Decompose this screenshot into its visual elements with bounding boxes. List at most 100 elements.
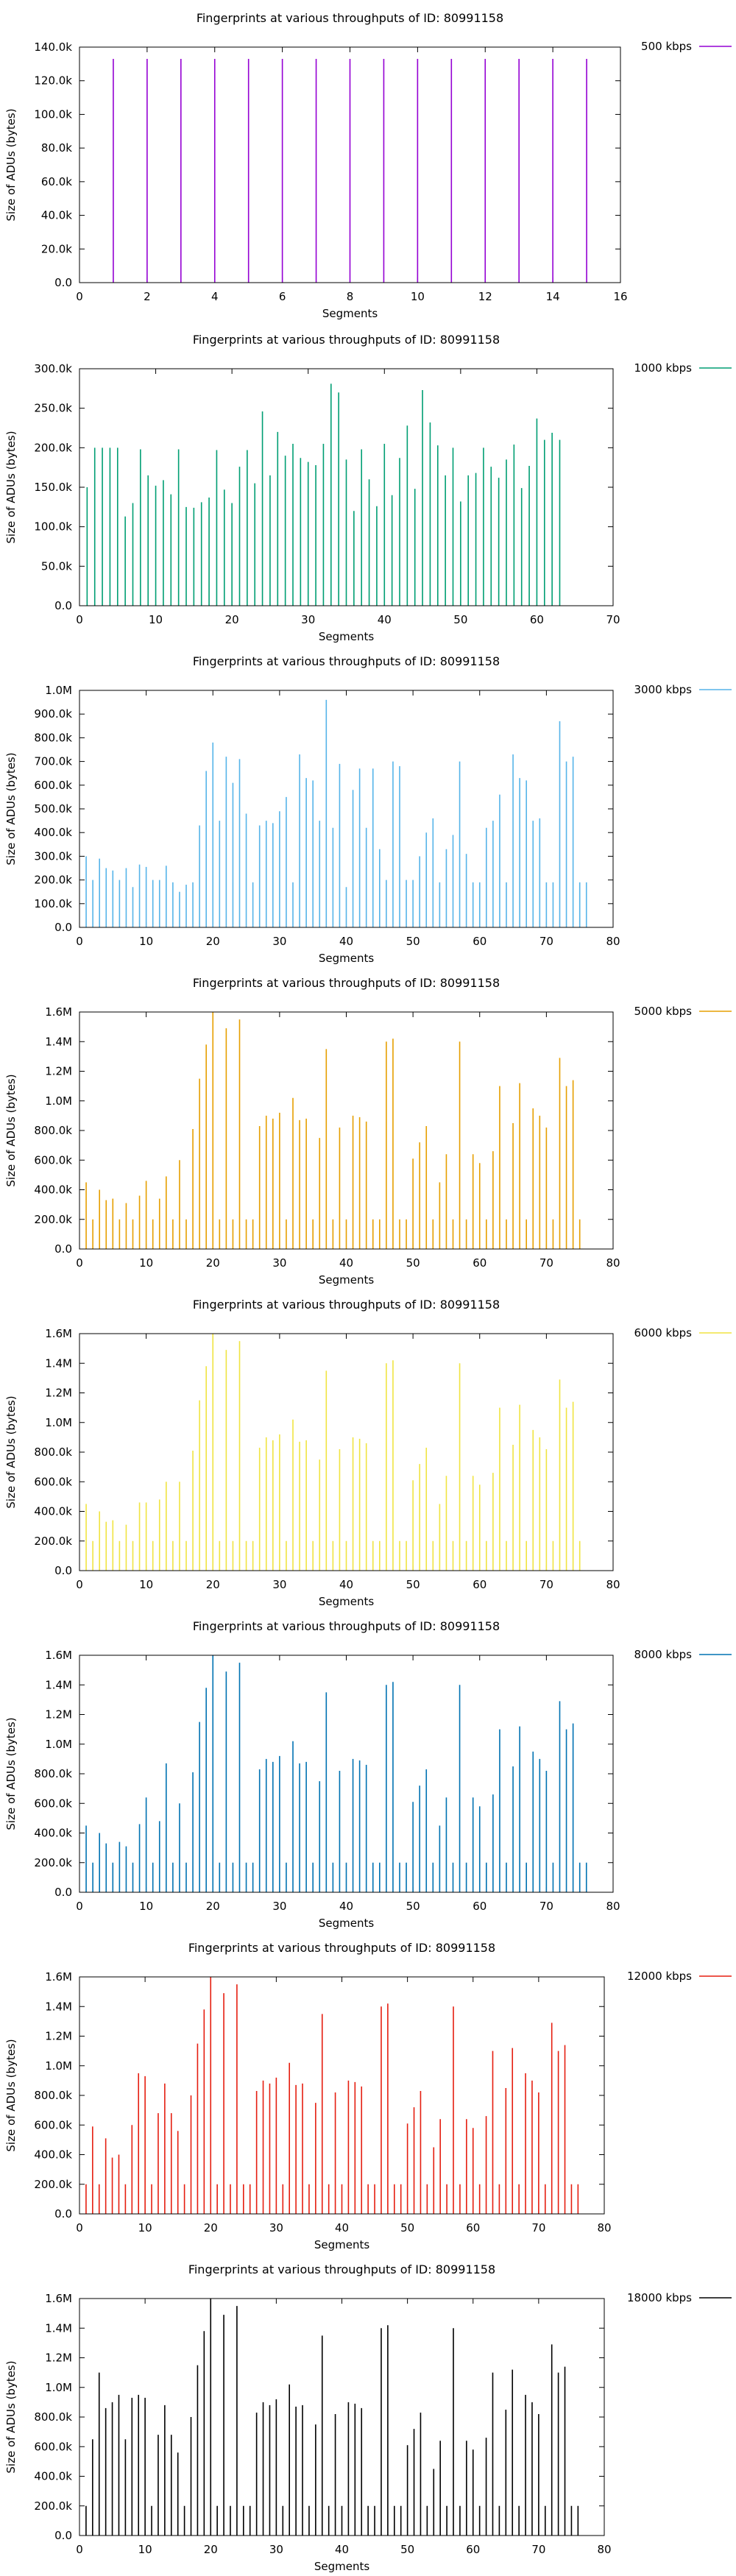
- y-tick-label: 1.0M: [45, 2059, 72, 2073]
- y-tick-label: 1.4M: [45, 1356, 72, 1370]
- x-tick-label: 50: [406, 935, 420, 948]
- y-tick-label: 300.0k: [34, 849, 72, 863]
- x-axis-label: Segments: [319, 630, 375, 643]
- x-tick-label: 60: [466, 2221, 480, 2234]
- legend-label: 18000 kbps: [627, 2291, 692, 2304]
- chart-svg: Fingerprints at various throughputs of I…: [4, 2262, 732, 2573]
- x-tick-label: 30: [301, 613, 315, 626]
- y-tick-label: 300.0k: [34, 362, 72, 375]
- x-tick-label: 20: [204, 2221, 218, 2234]
- x-tick-label: 0: [76, 613, 83, 626]
- plot-frame: [79, 1655, 614, 1893]
- y-tick-label: 1.2M: [45, 2352, 72, 2365]
- x-tick-label: 10: [139, 1578, 153, 1591]
- x-tick-label: 30: [269, 2543, 283, 2556]
- y-tick-label: 400.0k: [34, 1505, 72, 1518]
- x-tick-label: 50: [400, 2543, 414, 2556]
- y-tick-label: 0.0: [54, 1564, 72, 1577]
- x-tick-label: 20: [206, 935, 220, 948]
- y-tick-label: 800.0k: [34, 1767, 72, 1780]
- chart-panel: Fingerprints at various throughputs of I…: [0, 1930, 736, 2251]
- y-tick-label: 800.0k: [34, 731, 72, 744]
- x-tick-label: 2: [144, 290, 151, 303]
- y-tick-label: 100.0k: [34, 107, 72, 121]
- chart-svg: Fingerprints at various throughputs of I…: [4, 654, 732, 965]
- x-tick-label: 30: [272, 1578, 286, 1591]
- x-tick-label: 10: [139, 935, 153, 948]
- y-tick-label: 200.0k: [34, 2178, 72, 2191]
- y-tick-label: 0.0: [54, 1242, 72, 1256]
- y-tick-label: 500.0k: [34, 802, 72, 815]
- y-tick-label: 600.0k: [34, 2440, 72, 2453]
- y-tick-label: 600.0k: [34, 1153, 72, 1167]
- y-tick-label: 800.0k: [34, 1124, 72, 1137]
- chart-panel: Fingerprints at various throughputs of I…: [0, 643, 736, 965]
- y-tick-label: 150.0k: [34, 481, 72, 494]
- x-axis-label: Segments: [314, 2238, 370, 2251]
- y-tick-label: 1.4M: [45, 1678, 72, 1691]
- x-tick-label: 40: [335, 2221, 349, 2234]
- chart-title: Fingerprints at various throughputs of I…: [193, 1619, 500, 1633]
- chart-svg: Fingerprints at various throughputs of I…: [4, 1298, 732, 1608]
- x-tick-label: 70: [531, 2543, 545, 2556]
- x-tick-label: 0: [76, 1256, 83, 1270]
- x-tick-label: 60: [473, 1578, 486, 1591]
- chart-title: Fingerprints at various throughputs of I…: [188, 1941, 495, 1955]
- y-tick-label: 800.0k: [34, 2410, 72, 2424]
- x-tick-label: 80: [606, 1900, 620, 1913]
- x-tick-label: 20: [204, 2543, 218, 2556]
- x-tick-label: 0: [76, 1578, 83, 1591]
- x-tick-label: 30: [269, 2221, 283, 2234]
- plot-frame: [79, 1333, 614, 1571]
- x-tick-label: 0: [76, 290, 83, 303]
- y-tick-label: 1.2M: [45, 2030, 72, 2043]
- x-tick-label: 10: [149, 613, 163, 626]
- x-tick-label: 40: [339, 935, 353, 948]
- x-tick-label: 60: [473, 1256, 486, 1270]
- x-tick-label: 50: [400, 2221, 414, 2234]
- y-tick-label: 1.0M: [45, 2381, 72, 2394]
- y-tick-label: 400.0k: [34, 2470, 72, 2483]
- x-tick-label: 70: [539, 1900, 553, 1913]
- y-tick-label: 1.4M: [45, 1035, 72, 1048]
- plot-frame: [79, 368, 614, 606]
- plot-frame: [79, 1011, 614, 1250]
- x-axis-label: Segments: [319, 952, 375, 965]
- x-tick-label: 70: [531, 2221, 545, 2234]
- x-tick-label: 30: [272, 1900, 286, 1913]
- y-tick-label: 0.0: [54, 2529, 72, 2542]
- y-axis-label: Size of ADUs (bytes): [4, 1717, 18, 1830]
- y-tick-label: 1.0M: [45, 1094, 72, 1108]
- y-tick-label: 600.0k: [34, 2118, 72, 2131]
- y-axis-label: Size of ADUs (bytes): [4, 1074, 18, 1186]
- y-tick-label: 100.0k: [34, 897, 72, 910]
- y-tick-label: 0.0: [54, 921, 72, 934]
- y-tick-label: 20.0k: [41, 242, 72, 255]
- x-tick-label: 80: [606, 1256, 620, 1270]
- x-tick-label: 6: [279, 290, 286, 303]
- x-tick-label: 0: [76, 2543, 83, 2556]
- x-tick-label: 10: [139, 1256, 153, 1270]
- x-tick-label: 60: [473, 1900, 486, 1913]
- y-tick-label: 400.0k: [34, 826, 72, 839]
- x-tick-label: 10: [138, 2221, 152, 2234]
- plot-frame: [79, 46, 621, 283]
- y-tick-label: 0.0: [54, 1886, 72, 1899]
- x-tick-label: 0: [76, 1900, 83, 1913]
- x-tick-label: 70: [539, 1578, 553, 1591]
- y-tick-label: 1.4M: [45, 2000, 72, 2013]
- chart-panel: Fingerprints at various throughputs of I…: [0, 965, 736, 1287]
- x-tick-label: 30: [272, 935, 286, 948]
- y-tick-label: 0.0: [54, 276, 72, 289]
- y-tick-label: 800.0k: [34, 1446, 72, 1459]
- x-tick-label: 60: [473, 935, 486, 948]
- y-tick-label: 600.0k: [34, 1797, 72, 1810]
- x-tick-label: 50: [406, 1578, 420, 1591]
- chart-panel: Fingerprints at various throughputs of I…: [0, 322, 736, 643]
- y-tick-label: 140.0k: [34, 40, 72, 54]
- y-tick-label: 60.0k: [41, 175, 72, 188]
- x-tick-label: 8: [347, 290, 354, 303]
- x-tick-label: 80: [606, 1578, 620, 1591]
- x-axis-label: Segments: [314, 2560, 370, 2573]
